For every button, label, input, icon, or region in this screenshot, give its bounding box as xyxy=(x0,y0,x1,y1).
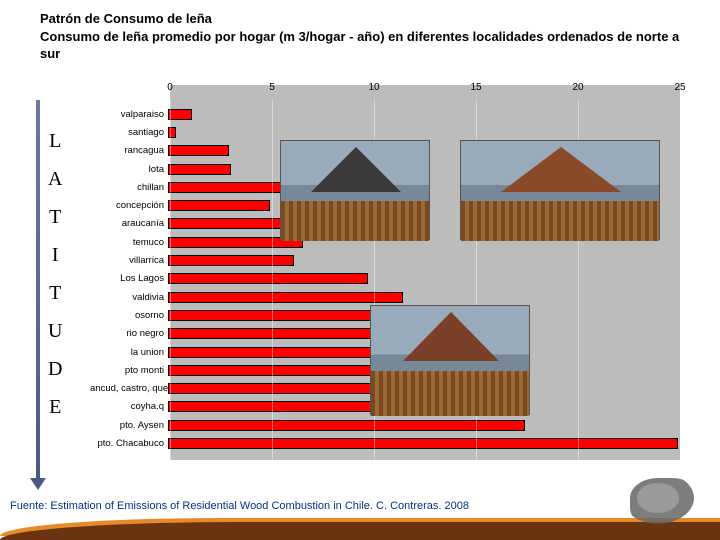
x-axis: 0510152025 xyxy=(170,82,680,96)
latitude-letter: T xyxy=(48,282,62,305)
bar xyxy=(168,438,678,449)
bar xyxy=(168,182,286,193)
latitude-letter: T xyxy=(48,206,62,229)
x-gridline xyxy=(272,99,273,460)
x-tick: 5 xyxy=(269,82,275,93)
x-tick: 10 xyxy=(368,82,379,93)
chart-row: Los Lagos xyxy=(90,270,680,288)
latitude-letter: L xyxy=(48,130,62,153)
footer-swoosh xyxy=(0,510,720,540)
y-label: rio negro xyxy=(90,328,168,339)
y-label: lota xyxy=(90,164,168,175)
latitude-letter: I xyxy=(48,244,62,267)
photo-firewood-house xyxy=(370,305,530,415)
x-tick: 20 xyxy=(572,82,583,93)
y-label: pto. Aysen xyxy=(90,420,168,431)
x-tick: 15 xyxy=(470,82,481,93)
bar xyxy=(168,273,368,284)
x-tick: 0 xyxy=(167,82,173,93)
latitude-letters: LATITUDE xyxy=(48,130,62,419)
photo-firewood-house xyxy=(280,140,430,240)
y-label: pto. Chacabuco xyxy=(90,438,168,449)
photo-firewood-house xyxy=(460,140,660,240)
y-label: pto monti xyxy=(90,365,168,376)
bird-decoration xyxy=(630,478,700,528)
bar xyxy=(168,383,382,394)
y-label: la union xyxy=(90,347,168,358)
chart-row: pto. Chacabuco xyxy=(90,434,680,452)
latitude-arrow xyxy=(36,100,40,480)
x-gridline xyxy=(170,99,171,460)
latitude-letter: U xyxy=(48,320,62,343)
bar xyxy=(168,420,525,431)
latitude-letter: E xyxy=(48,396,62,419)
chart-row: valdivia xyxy=(90,288,680,306)
chart-row: pto. Aysen xyxy=(90,416,680,434)
y-label: valparaiso xyxy=(90,109,168,120)
y-label: coyha.q xyxy=(90,401,168,412)
y-label: chillan xyxy=(90,182,168,193)
title-line2: Consumo de leña promedio por hogar (m 3/… xyxy=(40,28,680,63)
chart-row: villarrica xyxy=(90,251,680,269)
latitude-letter: A xyxy=(48,168,62,191)
y-label: santiago xyxy=(90,127,168,138)
chart-row: valparaiso xyxy=(90,105,680,123)
y-label: temuco xyxy=(90,237,168,248)
bar xyxy=(168,255,294,266)
y-label: osorno xyxy=(90,310,168,321)
title-line1: Patrón de Consumo de leña xyxy=(40,10,680,28)
y-label: araucanía xyxy=(90,218,168,229)
bar xyxy=(168,109,192,120)
bar xyxy=(168,164,231,175)
y-label: villarrica xyxy=(90,255,168,266)
y-label: valdivia xyxy=(90,292,168,303)
bar xyxy=(168,145,229,156)
x-gridline xyxy=(680,99,681,460)
y-label: Los Lagos xyxy=(90,273,168,284)
latitude-letter: D xyxy=(48,358,62,381)
y-label: rancagua xyxy=(90,145,168,156)
chart-row: santiago xyxy=(90,123,680,141)
y-label: concepción xyxy=(90,200,168,211)
y-label: ancud, castro, quellon xyxy=(90,383,168,394)
bar xyxy=(168,200,270,211)
bar xyxy=(168,292,403,303)
x-tick: 25 xyxy=(674,82,685,93)
